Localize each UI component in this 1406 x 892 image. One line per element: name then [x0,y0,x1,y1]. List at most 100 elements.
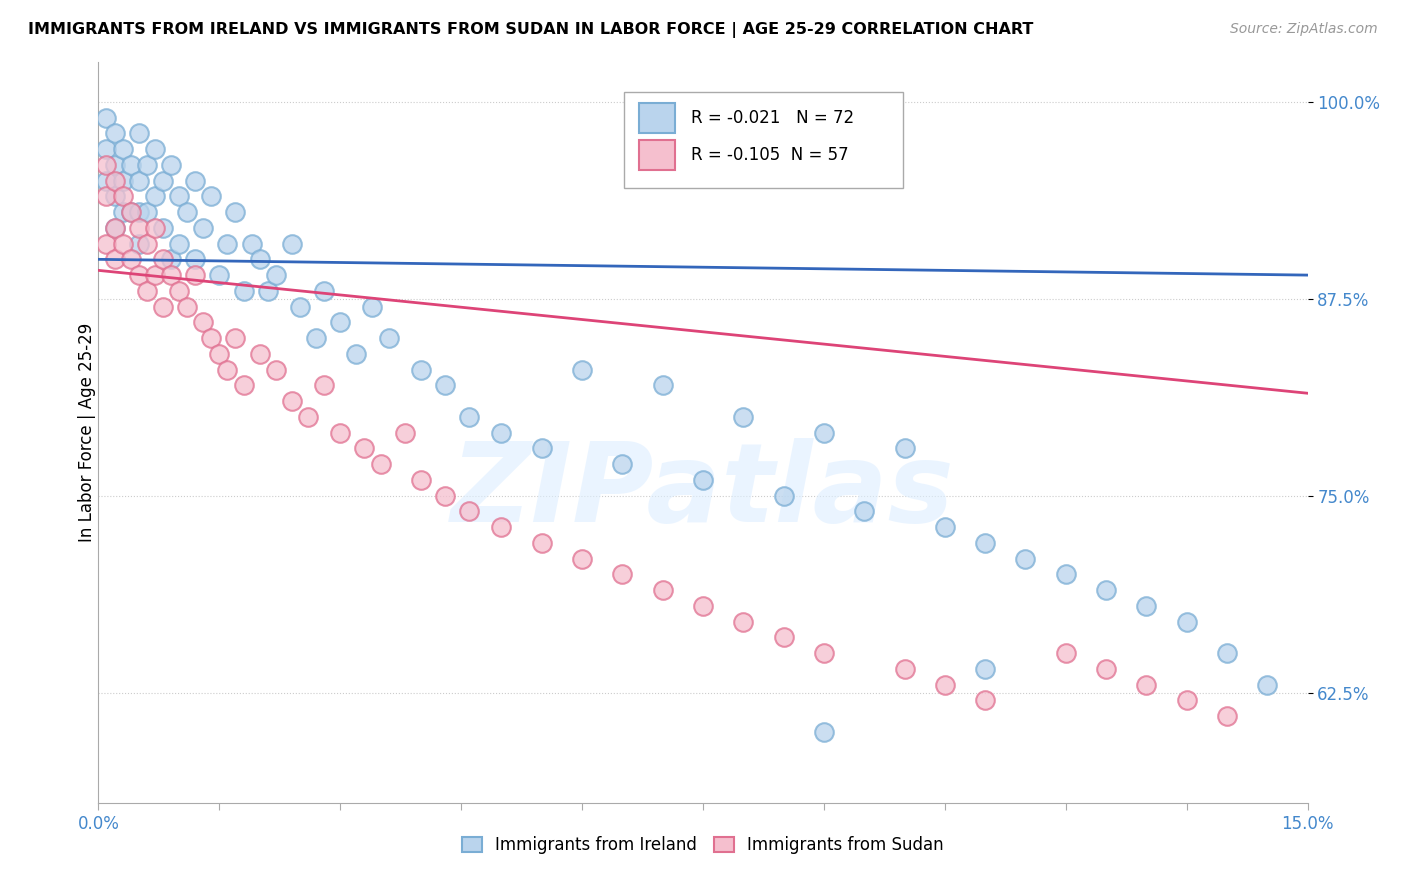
Point [1216,646,1239,660]
Point [612,567,634,582]
Point [934,678,956,692]
Bar [638,140,675,169]
Point [152,300,174,314]
Point [208,347,231,361]
Point [217,362,239,376]
Point [103,173,125,187]
Point [143,142,166,156]
Point [288,300,311,314]
Point [813,646,835,660]
Point [434,378,457,392]
Point [193,220,215,235]
Point [111,236,134,251]
Text: Source: ZipAtlas.com: Source: ZipAtlas.com [1230,22,1378,37]
Point [772,489,794,503]
Point [329,425,352,440]
Point [974,536,997,550]
Point [224,331,246,345]
Point [571,551,593,566]
Point [111,205,134,219]
Point [394,425,416,440]
Point [1054,646,1077,660]
Point [974,662,997,676]
Point [208,268,231,282]
Point [193,315,215,329]
Point [361,300,384,314]
Point [128,236,150,251]
Point [264,268,287,282]
Point [200,189,222,203]
Point [103,252,125,267]
Point [733,615,755,629]
Point [232,378,254,392]
Point [1175,693,1198,707]
Point [329,315,352,329]
Point [530,536,553,550]
Point [152,252,174,267]
Point [103,220,125,235]
Point [232,284,254,298]
Point [167,284,190,298]
Point [297,409,319,424]
Text: ZIPatlas: ZIPatlas [451,438,955,545]
Text: R = -0.105  N = 57: R = -0.105 N = 57 [690,146,849,164]
Point [314,378,336,392]
Point [264,362,287,376]
Point [1216,709,1239,723]
Point [1095,662,1118,676]
Point [813,725,835,739]
Point [120,205,142,219]
Point [249,347,271,361]
Point [934,520,956,534]
Point [176,205,198,219]
Point [344,347,367,361]
Point [256,284,278,298]
Point [612,457,634,471]
Point [143,268,166,282]
Point [143,189,166,203]
Point [409,362,432,376]
Point [458,409,481,424]
Point [128,220,150,235]
Point [224,205,246,219]
Point [377,331,399,345]
Point [813,425,835,440]
Point [353,442,375,456]
Point [571,362,593,376]
Point [651,583,673,598]
Point [111,173,134,187]
Point [135,236,157,251]
Point [184,268,207,282]
Point [491,425,513,440]
Point [249,252,271,267]
Point [184,252,207,267]
Point [314,284,336,298]
Text: R = -0.021   N = 72: R = -0.021 N = 72 [690,109,853,127]
Point [96,111,118,125]
Point [200,331,222,345]
Legend: Immigrants from Ireland, Immigrants from Sudan: Immigrants from Ireland, Immigrants from… [456,830,950,861]
Point [120,252,142,267]
Point [281,394,304,409]
Point [160,158,183,172]
Point [1135,678,1157,692]
Point [103,220,125,235]
Bar [638,103,675,133]
Text: IMMIGRANTS FROM IRELAND VS IMMIGRANTS FROM SUDAN IN LABOR FORCE | AGE 25-29 CORR: IMMIGRANTS FROM IRELAND VS IMMIGRANTS FR… [28,22,1033,38]
Point [128,173,150,187]
Point [128,268,150,282]
Y-axis label: In Labor Force | Age 25-29: In Labor Force | Age 25-29 [79,323,96,542]
Point [853,504,876,518]
Point [240,236,263,251]
Point [103,189,125,203]
Point [1175,615,1198,629]
Point [434,489,457,503]
Point [96,142,118,156]
Point [128,126,150,140]
Point [733,409,755,424]
Point [96,158,118,172]
Point [103,158,125,172]
Point [135,205,157,219]
Point [893,442,915,456]
Point [1014,551,1036,566]
